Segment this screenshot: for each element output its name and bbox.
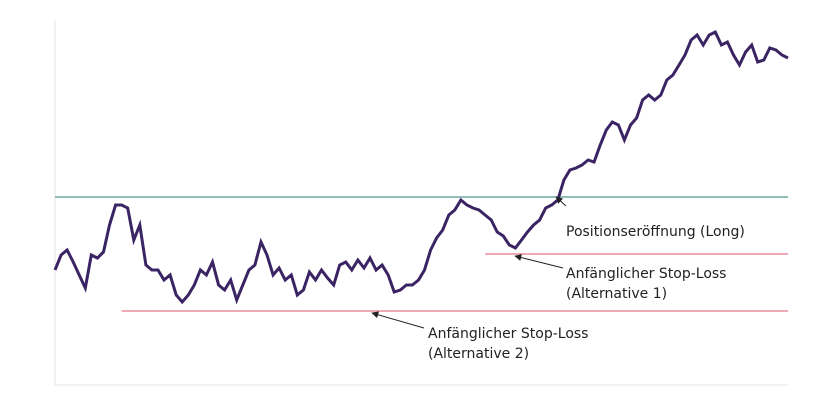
annotation-arrow bbox=[371, 311, 425, 329]
annotation-arrow bbox=[555, 196, 567, 207]
annotation-text: Anfänglicher Stop-Loss bbox=[428, 326, 588, 342]
annotation-text: Anfänglicher Stop-Loss bbox=[566, 266, 726, 282]
annotation-text: (Alternative 1) bbox=[566, 286, 667, 302]
annotation-arrow bbox=[514, 254, 564, 269]
annotation-text: (Alternative 2) bbox=[428, 346, 529, 362]
annotation-text: Positionseröffnung (Long) bbox=[566, 224, 745, 240]
price-line bbox=[53, 29, 789, 305]
